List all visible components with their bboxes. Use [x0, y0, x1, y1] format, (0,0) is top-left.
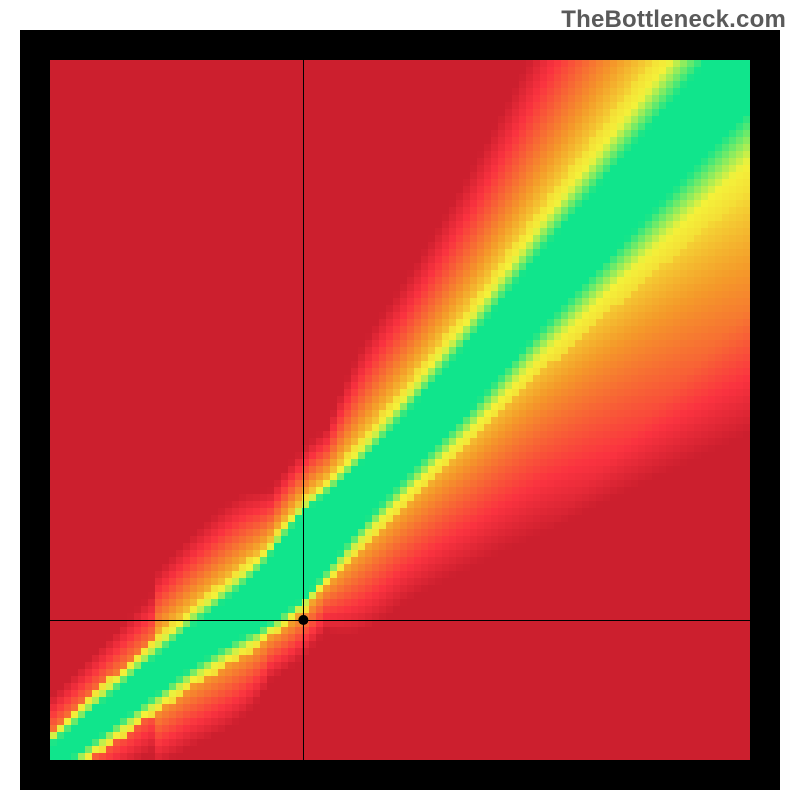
chart-frame: [20, 30, 780, 790]
watermark-text: TheBottleneck.com: [561, 6, 786, 34]
bottleneck-heatmap: [50, 60, 750, 760]
